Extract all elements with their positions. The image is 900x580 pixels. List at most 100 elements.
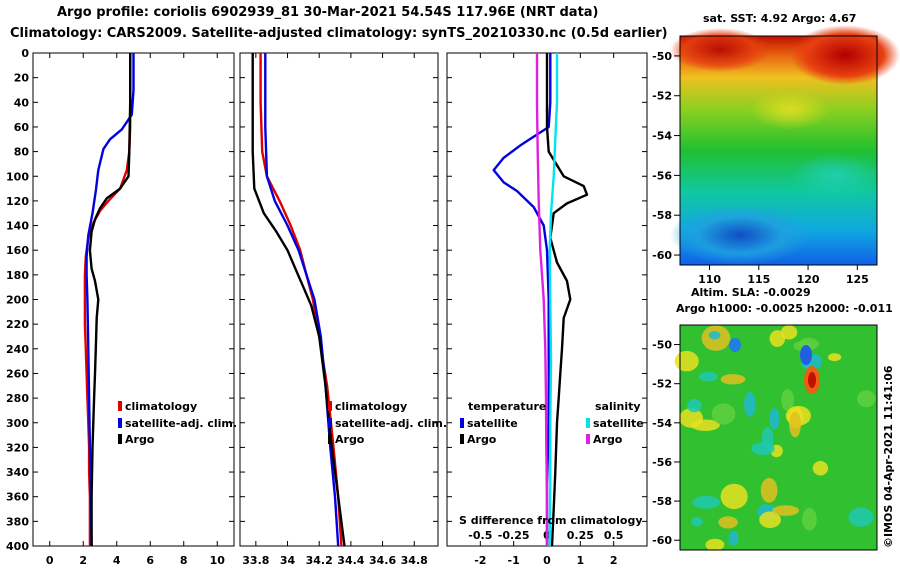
sla-anomaly-patch [769,407,780,430]
sla-anomaly-patch [827,353,842,362]
legend-satellite-label: satellite-adj. clim. [125,417,237,430]
sst-cool-patch [790,153,880,197]
legend-argo-swatch [328,434,332,444]
y-tick-label: 100 [6,170,29,183]
sst-map-title: sat. SST: 4.92 Argo: 4.67 [703,12,856,25]
y-tick-label: 220 [6,318,29,331]
map-y-tick-label: -50 [652,339,672,352]
legend-temperature-title: temperature [468,400,546,413]
y-tick-label: 40 [14,96,30,109]
x-tick-label: 33.8 [242,554,269,567]
sla-anomaly-patch [705,538,725,551]
y-tick-label: 360 [6,491,29,504]
map-y-tick-label: -60 [652,534,672,547]
x-tick-label: 4 [113,554,121,567]
legend-argo-label: Argo [125,433,155,446]
y-tick-label: 240 [6,343,29,356]
y-tick-label: 400 [6,540,29,553]
x-tick-label: 34.4 [337,554,364,567]
sla-anomaly-patch [769,330,786,347]
x-tick-label: 8 [180,554,188,567]
sla-anomaly-patch [708,331,721,340]
salinity-panel: 33.8 34 34.2 34.4 34.6 34.8 climatology satel… [239,52,447,567]
map-y-tick-label: -58 [652,209,672,222]
legend-s-argo-label: Argo [593,433,623,446]
sla-high-core [808,372,816,388]
sla-anomaly-patch [781,389,795,411]
x-tick-label: -1 [508,554,520,567]
series-line-argo [88,53,132,546]
s-tick-label: 0.25 [567,529,594,542]
temperature-panel: 0204060801001201401601802002202402602803… [6,47,237,567]
difference-legend: temperature satellite Argo salinity sate… [459,400,644,527]
sst-warm-patch [790,25,900,85]
series-line-temperature-argo [545,53,589,547]
x-tick-label: 10 [210,554,226,567]
y-tick-label: 0 [21,47,29,60]
map-y-tick-label: -52 [652,90,672,103]
y-tick-label: 340 [6,466,29,479]
y-tick-label: 60 [14,121,30,134]
sla-anomaly-patch [802,507,817,531]
sla-anomaly-patch [720,483,748,510]
map-y-tick-label: -60 [652,249,672,262]
salinity-frame [239,52,439,547]
sla-anomaly-patch [780,325,798,340]
y-tick-label: 280 [6,392,29,405]
sla-map-title: Altim. SLA: -0.0029 [691,286,811,299]
s-tick-label: -0.5 [468,529,492,542]
sla-anomaly-patch [760,477,778,503]
legend-t-satellite-swatch [460,418,464,428]
map-x-tick-label: 125 [846,273,869,286]
s-difference-xlabel: S difference from climatology [459,514,643,527]
sla-anomaly-patch [789,411,801,438]
sst-warm-patch [670,28,770,72]
sst-map-frame [679,35,878,266]
map-y-tick-label: -52 [652,378,672,391]
x-tick-label: 34.2 [306,554,333,567]
x-tick-label: 0 [543,554,551,567]
figure-title-line1: Argo profile: coriolis 6902939_81 30-Mar… [57,5,599,20]
x-tick-label: 2 [610,554,618,567]
x-tick-label: 1 [577,554,585,567]
y-tick-label: 120 [6,195,29,208]
legend-satellite-swatch [328,418,332,428]
x-tick-label: 6 [146,554,154,567]
y-tick-label: 160 [6,244,29,257]
x-tick-label: 34.8 [401,554,428,567]
y-tick-label: 380 [6,515,29,528]
series-line-satellite-adj-clim- [85,53,135,547]
map-y-tick-label: -54 [652,130,672,143]
sla-anomaly-patch [848,507,874,527]
sst-cold-patch [670,205,810,265]
sla-anomaly-patch [711,403,736,425]
x-tick-label: 34 [280,554,296,567]
y-tick-label: 320 [6,441,29,454]
sst-map-panel: sat. SST: 4.92 Argo: 4.67 -50 -52 -54 -56 -5… [652,12,900,286]
map-x-tick-label: 115 [747,273,770,286]
x-tick-label: 34.6 [369,554,396,567]
legend-satellite-swatch [118,418,122,428]
sla-anomaly-patch [687,398,702,413]
legend-climatology-swatch [328,401,332,411]
sla-anomaly-patch [728,531,739,546]
sla-map-frame [679,324,878,551]
legend-t-argo-label: Argo [467,433,497,446]
sla-anomaly-patch [718,516,738,529]
s-tick-label: 0.5 [604,529,624,542]
legend-s-argo-swatch [586,434,590,444]
sla-low-patch [729,338,741,352]
map-y-tick-label: -56 [652,169,672,182]
legend-t-satellite-label: satellite [467,417,518,430]
legend-climatology-label: climatology [125,400,197,413]
figure-title-line2: Climatology: CARS2009. Satellite-adjuste… [10,26,668,41]
sla-anomaly-patch [751,442,775,456]
sla-anomaly-patch [856,390,876,408]
sla-anomaly-patch [744,392,756,417]
sla-anomaly-patch [759,511,781,529]
map-y-tick-label: -50 [652,50,672,63]
temperature-frame [32,52,235,547]
legend-s-satellite-swatch [586,418,590,428]
legend-argo-swatch [118,434,122,444]
